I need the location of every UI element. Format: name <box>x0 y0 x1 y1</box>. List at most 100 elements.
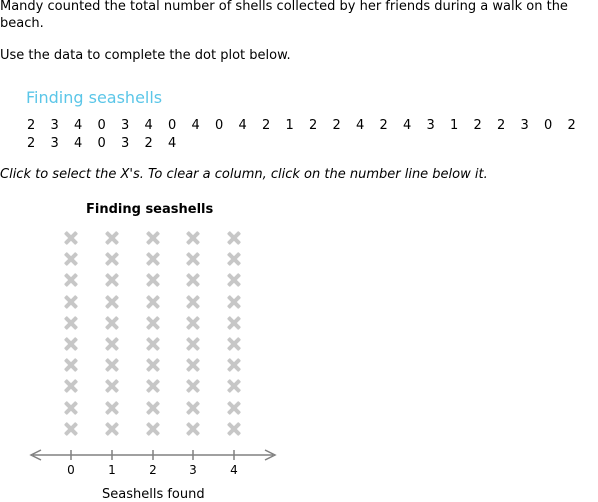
clear-column-3[interactable] <box>183 447 203 461</box>
x-mark-column-1[interactable] <box>105 273 119 287</box>
x-mark-column-0[interactable] <box>64 295 78 309</box>
data-value: 2 <box>379 118 388 133</box>
x-mark-column-2[interactable] <box>146 422 160 436</box>
data-value: 3 <box>50 118 59 133</box>
x-mark-column-3[interactable] <box>186 295 200 309</box>
data-value: 2 <box>497 118 506 133</box>
data-value: 4 <box>403 118 412 133</box>
x-mark-column-1[interactable] <box>105 316 119 330</box>
question-instruction: Use the data to complete the dot plot be… <box>0 48 291 63</box>
data-value: 2 <box>27 118 36 133</box>
data-value: 1 <box>450 118 459 133</box>
left-arrow-icon <box>29 449 42 461</box>
x-mark-column-3[interactable] <box>186 231 200 245</box>
right-arrow-icon <box>264 449 277 461</box>
data-value: 2 <box>144 136 153 151</box>
data-value: 3 <box>520 118 529 133</box>
data-value: 3 <box>50 136 59 151</box>
tick-label-4: 4 <box>230 463 238 477</box>
data-value: 0 <box>215 118 224 133</box>
x-mark-column-3[interactable] <box>186 358 200 372</box>
x-mark-column-0[interactable] <box>64 337 78 351</box>
data-value: 1 <box>285 118 294 133</box>
tick-label-0: 0 <box>67 463 75 477</box>
x-mark-column-4[interactable] <box>227 358 241 372</box>
clear-column-1[interactable] <box>102 447 122 461</box>
x-mark-column-4[interactable] <box>227 295 241 309</box>
data-value: 4 <box>144 118 153 133</box>
x-mark-column-0[interactable] <box>64 422 78 436</box>
data-value: 2 <box>27 136 36 151</box>
x-mark-column-4[interactable] <box>227 379 241 393</box>
data-value: 0 <box>544 118 553 133</box>
clear-column-0[interactable] <box>61 447 81 461</box>
data-value: 0 <box>168 118 177 133</box>
x-mark-column-1[interactable] <box>105 358 119 372</box>
x-mark-column-2[interactable] <box>146 379 160 393</box>
x-mark-column-3[interactable] <box>186 422 200 436</box>
tick-label-2: 2 <box>149 463 157 477</box>
x-mark-column-3[interactable] <box>186 273 200 287</box>
x-mark-column-2[interactable] <box>146 316 160 330</box>
data-value: 3 <box>121 136 130 151</box>
data-value: 4 <box>191 118 200 133</box>
clear-column-2[interactable] <box>143 447 163 461</box>
x-mark-column-2[interactable] <box>146 358 160 372</box>
x-mark-column-4[interactable] <box>227 337 241 351</box>
x-mark-column-3[interactable] <box>186 252 200 266</box>
clear-column-4[interactable] <box>224 447 244 461</box>
x-mark-column-2[interactable] <box>146 273 160 287</box>
x-mark-column-0[interactable] <box>64 231 78 245</box>
number-line[interactable] <box>0 440 300 470</box>
data-value: 2 <box>332 118 341 133</box>
x-mark-column-4[interactable] <box>227 316 241 330</box>
x-mark-column-0[interactable] <box>64 401 78 415</box>
data-value: 2 <box>473 118 482 133</box>
data-value: 4 <box>356 118 365 133</box>
x-mark-column-1[interactable] <box>105 379 119 393</box>
x-mark-column-4[interactable] <box>227 273 241 287</box>
data-value: 0 <box>97 118 106 133</box>
x-mark-column-0[interactable] <box>64 358 78 372</box>
x-mark-column-0[interactable] <box>64 252 78 266</box>
x-mark-column-3[interactable] <box>186 379 200 393</box>
x-mark-column-1[interactable] <box>105 295 119 309</box>
x-mark-column-1[interactable] <box>105 422 119 436</box>
tick-label-3: 3 <box>189 463 197 477</box>
axis-label: Seashells found <box>102 487 205 502</box>
x-mark-column-4[interactable] <box>227 252 241 266</box>
data-value: 4 <box>168 136 177 151</box>
data-title: Finding seashells <box>26 88 163 107</box>
question-intro: Mandy counted the total number of shells… <box>0 0 568 31</box>
data-value: 4 <box>238 118 247 133</box>
x-mark-column-3[interactable] <box>186 337 200 351</box>
x-mark-column-3[interactable] <box>186 401 200 415</box>
x-mark-column-4[interactable] <box>227 422 241 436</box>
data-value: 4 <box>74 118 83 133</box>
x-mark-column-3[interactable] <box>186 316 200 330</box>
x-mark-column-2[interactable] <box>146 401 160 415</box>
x-mark-column-1[interactable] <box>105 231 119 245</box>
x-mark-column-0[interactable] <box>64 379 78 393</box>
x-mark-column-2[interactable] <box>146 252 160 266</box>
x-mark-column-4[interactable] <box>227 401 241 415</box>
x-mark-column-1[interactable] <box>105 401 119 415</box>
x-mark-column-0[interactable] <box>64 273 78 287</box>
x-mark-column-2[interactable] <box>146 337 160 351</box>
x-mark-column-4[interactable] <box>227 231 241 245</box>
x-mark-column-1[interactable] <box>105 337 119 351</box>
data-value: 3 <box>426 118 435 133</box>
x-mark-column-0[interactable] <box>64 316 78 330</box>
data-value: 0 <box>97 136 106 151</box>
data-value: 2 <box>567 118 576 133</box>
dot-plot-title: Finding seashells <box>86 202 214 217</box>
data-value: 2 <box>309 118 318 133</box>
x-mark-column-1[interactable] <box>105 252 119 266</box>
hint-text: Click to select the X's. To clear a colu… <box>0 167 488 182</box>
data-value: 3 <box>121 118 130 133</box>
data-value: 2 <box>262 118 271 133</box>
x-mark-column-2[interactable] <box>146 231 160 245</box>
x-mark-column-2[interactable] <box>146 295 160 309</box>
